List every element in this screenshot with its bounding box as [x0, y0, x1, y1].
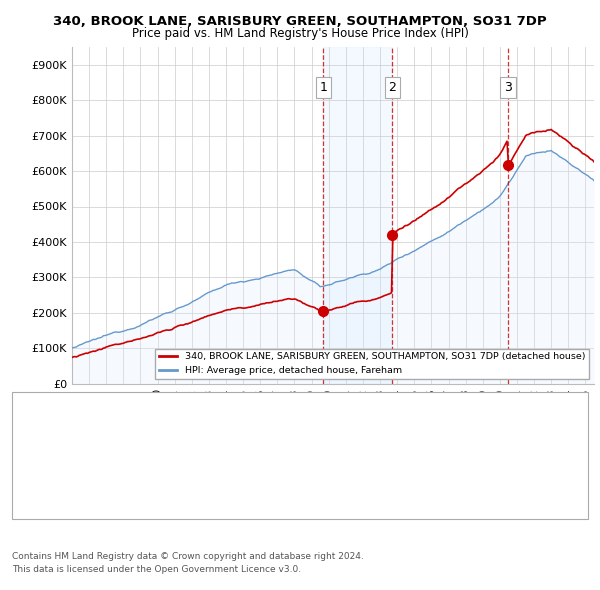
Text: 24-JUN-2020: 24-JUN-2020	[126, 474, 201, 487]
Text: 2: 2	[388, 81, 396, 94]
Legend: 340, BROOK LANE, SARISBURY GREEN, SOUTHAMPTON, SO31 7DP (detached house), HPI: A: 340, BROOK LANE, SARISBURY GREEN, SOUTHA…	[155, 349, 589, 379]
Text: 3: 3	[504, 81, 512, 94]
Text: 1: 1	[35, 401, 43, 414]
Bar	[323, 47, 392, 384]
Text: 29% ↑ HPI: 29% ↑ HPI	[420, 437, 482, 450]
Text: 09-SEP-2009: 09-SEP-2009	[126, 401, 201, 414]
Text: 340, BROOK LANE, SARISBURY GREEN, SOUTHAMPTON, SO31 7DP: 340, BROOK LANE, SARISBURY GREEN, SOUTHA…	[53, 15, 547, 28]
Text: £204,000: £204,000	[270, 401, 326, 414]
Text: This data is licensed under the Open Government Licence v3.0.: This data is licensed under the Open Gov…	[12, 565, 301, 574]
Text: Price paid vs. HM Land Registry's House Price Index (HPI): Price paid vs. HM Land Registry's House …	[131, 27, 469, 40]
Text: 3: 3	[35, 474, 43, 487]
Text: 18-SEP-2013: 18-SEP-2013	[126, 437, 201, 450]
Text: £617,500: £617,500	[270, 474, 326, 487]
Text: 1: 1	[319, 81, 328, 94]
Text: Contains HM Land Registry data © Crown copyright and database right 2024.: Contains HM Land Registry data © Crown c…	[12, 552, 364, 560]
Text: £420,000: £420,000	[270, 437, 326, 450]
Text: 35% ↑ HPI: 35% ↑ HPI	[420, 474, 482, 487]
Text: 30% ↓ HPI: 30% ↓ HPI	[420, 401, 482, 414]
Text: 2: 2	[35, 437, 43, 450]
